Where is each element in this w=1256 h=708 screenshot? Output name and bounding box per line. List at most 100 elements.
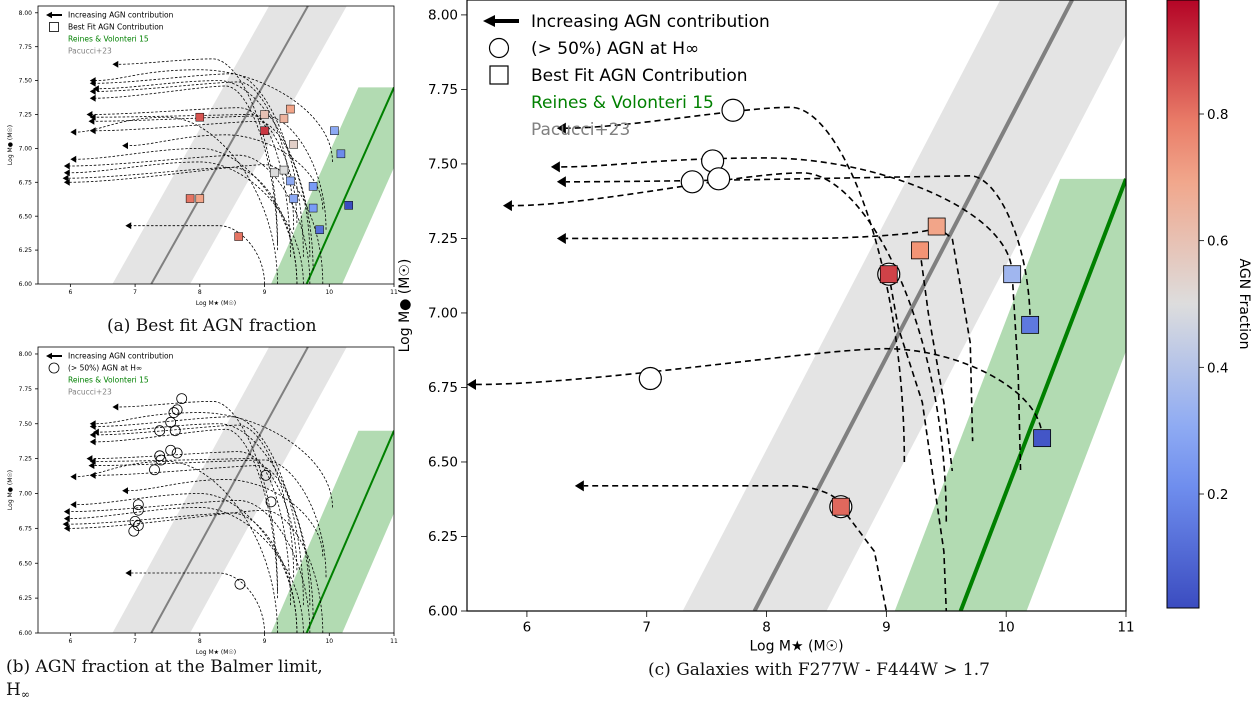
y-tick-label: 6.75 bbox=[19, 525, 33, 532]
track-line bbox=[68, 164, 324, 284]
x-axis-label: Log M★ (M☉) bbox=[196, 649, 236, 656]
legend-arrowhead bbox=[483, 15, 495, 27]
track-arrowhead bbox=[86, 455, 93, 463]
best-fit-square-marker bbox=[195, 194, 205, 203]
x-tick-label: 11 bbox=[390, 289, 398, 296]
y-tick-label: 6.50 bbox=[19, 560, 33, 567]
best-fit-square-marker bbox=[286, 176, 295, 186]
best-fit-square-marker bbox=[330, 126, 339, 136]
track-line bbox=[840, 506, 888, 611]
caption-b-sub: ∞ bbox=[20, 688, 30, 701]
agn-circle-marker bbox=[169, 425, 181, 437]
track-line bbox=[68, 154, 311, 284]
track-line bbox=[75, 116, 278, 284]
track-arrowhead bbox=[70, 128, 77, 136]
caption-b-line1: (b) AGN fraction at the Balmer limit, bbox=[6, 657, 323, 677]
track-arrowhead bbox=[89, 471, 96, 479]
x-tick-label: 10 bbox=[325, 638, 333, 645]
y-tick-label: 7.00 bbox=[428, 306, 458, 322]
track-line bbox=[94, 412, 333, 508]
x-axis-label: Log M★ (M☉) bbox=[749, 639, 843, 655]
best-fit-square-marker bbox=[308, 203, 318, 213]
panel-c: 6 7 8 9 10 11 6.00 6.25 6.50 6.75 7.00 7.25 7.50 7.75… bbox=[397, 0, 1135, 655]
best-fit-square-marker bbox=[234, 232, 243, 241]
track-arrowhead bbox=[93, 85, 99, 93]
y-tick-label: 8.00 bbox=[19, 10, 33, 17]
track-arrowhead bbox=[62, 174, 69, 182]
best-fit-square-marker bbox=[315, 225, 324, 235]
y-tick-label: 7.75 bbox=[428, 82, 458, 98]
track-line bbox=[75, 147, 298, 284]
track-line bbox=[91, 107, 298, 223]
track-arrowhead bbox=[88, 117, 95, 125]
colorbar-tick-label: 0.6 bbox=[1207, 234, 1228, 250]
track-arrowhead bbox=[93, 428, 99, 436]
legend-label-arrow: Increasing AGN contribution bbox=[68, 11, 174, 20]
reines-band bbox=[271, 430, 394, 633]
agn-circle-marker bbox=[132, 504, 144, 516]
agn-circle-marker bbox=[171, 404, 183, 416]
y-tick-label: 6.00 bbox=[19, 281, 33, 288]
track-arrowhead bbox=[63, 524, 70, 532]
track-line bbox=[130, 225, 265, 284]
track-line bbox=[887, 274, 948, 611]
track-line bbox=[94, 69, 333, 162]
legend-arrowhead bbox=[46, 352, 52, 360]
pacucci-relation-line bbox=[150, 347, 309, 633]
track-arrowhead bbox=[63, 162, 70, 170]
track-arrowhead bbox=[86, 111, 93, 118]
track-line bbox=[94, 424, 295, 578]
agn-circle-marker bbox=[680, 170, 704, 194]
colorbar-tick-label: 0.2 bbox=[1207, 487, 1228, 503]
best-fit-square-marker bbox=[289, 194, 298, 203]
colorbar bbox=[1166, 0, 1200, 609]
x-tick-label: 6 bbox=[68, 289, 72, 296]
legend-label-reines: Reines & Volonteri 15 bbox=[68, 35, 149, 44]
track-arrowhead bbox=[63, 169, 70, 177]
agn-circle-marker bbox=[721, 98, 745, 122]
y-tick-label: 7.50 bbox=[428, 157, 458, 173]
agn-circle-marker bbox=[168, 407, 180, 418]
agn-circle-marker bbox=[171, 447, 183, 459]
track-line bbox=[68, 500, 311, 633]
track-line bbox=[936, 225, 974, 442]
track-arrowhead bbox=[550, 161, 560, 173]
track-arrowhead bbox=[122, 142, 128, 150]
y-tick-label: 7.50 bbox=[19, 421, 33, 428]
plot-frame bbox=[37, 346, 395, 634]
agn-circle-marker bbox=[132, 499, 144, 511]
track-arrowhead bbox=[122, 487, 128, 495]
best-fit-square-marker bbox=[195, 112, 205, 122]
agn-circle-marker bbox=[165, 444, 177, 456]
track-line bbox=[94, 458, 291, 606]
y-tick-label: 6.25 bbox=[19, 595, 33, 602]
track-arrowhead bbox=[70, 155, 77, 163]
legend-square-marker bbox=[489, 65, 509, 85]
best-fit-square-marker bbox=[344, 201, 353, 210]
track-line bbox=[1011, 274, 1022, 471]
agn-circle-marker bbox=[154, 425, 166, 437]
legend-label-pacucci: Pacucci+23 bbox=[531, 120, 630, 140]
track-line bbox=[565, 175, 1031, 325]
track-line bbox=[130, 572, 265, 633]
panel-b: 6 7 8 9 10 11 6.00 6.25 6.50 6.75 7.00 7.25 7.50 7.75… bbox=[7, 346, 398, 656]
track-arrowhead bbox=[125, 569, 132, 577]
reines-relation-line bbox=[305, 86, 394, 284]
track-line bbox=[94, 465, 311, 606]
best-fit-square-marker bbox=[289, 140, 298, 149]
track-arrowhead bbox=[63, 178, 70, 186]
legend-label-reines: Reines & Volonteri 15 bbox=[531, 93, 714, 113]
track-arrowhead bbox=[502, 200, 512, 212]
track-line bbox=[94, 73, 304, 257]
track-arrowhead bbox=[467, 378, 476, 390]
agn-circle-marker bbox=[165, 416, 177, 428]
track-arrowhead bbox=[89, 87, 96, 95]
plot-area bbox=[467, 0, 1126, 611]
y-tick-label: 7.00 bbox=[19, 145, 33, 152]
track-arrowhead bbox=[556, 176, 566, 188]
best-fit-square-marker bbox=[911, 241, 929, 260]
best-fit-square-marker bbox=[270, 168, 279, 178]
y-tick-label: 8.00 bbox=[428, 8, 458, 24]
best-fit-square-marker bbox=[831, 497, 850, 516]
agn-circle-marker bbox=[260, 469, 272, 481]
